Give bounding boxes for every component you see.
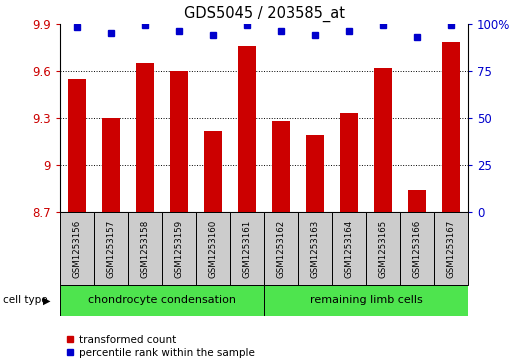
- Bar: [238, 46, 256, 212]
- Bar: [60, 285, 264, 316]
- Bar: [306, 135, 324, 212]
- Bar: [136, 63, 154, 212]
- Bar: [170, 71, 188, 212]
- Bar: [332, 212, 366, 285]
- Text: GSM1253160: GSM1253160: [209, 220, 218, 278]
- Text: GSM1253163: GSM1253163: [311, 220, 320, 278]
- Title: GDS5045 / 203585_at: GDS5045 / 203585_at: [184, 6, 345, 22]
- Text: GSM1253161: GSM1253161: [243, 220, 252, 278]
- Text: GSM1253159: GSM1253159: [175, 220, 184, 278]
- Text: GSM1253162: GSM1253162: [277, 220, 286, 278]
- Bar: [272, 121, 290, 212]
- Bar: [60, 212, 94, 285]
- Bar: [204, 131, 222, 212]
- Bar: [102, 118, 120, 212]
- Bar: [408, 190, 426, 212]
- Bar: [442, 42, 460, 212]
- Text: cell type: cell type: [3, 295, 47, 305]
- Text: ▶: ▶: [43, 295, 51, 305]
- Bar: [196, 212, 230, 285]
- Bar: [264, 212, 298, 285]
- Bar: [434, 212, 468, 285]
- Text: GSM1253156: GSM1253156: [73, 220, 82, 278]
- Bar: [374, 68, 392, 212]
- Bar: [162, 212, 196, 285]
- Bar: [230, 212, 264, 285]
- Text: chondrocyte condensation: chondrocyte condensation: [88, 295, 236, 305]
- Bar: [264, 285, 468, 316]
- Bar: [400, 212, 434, 285]
- Bar: [366, 212, 400, 285]
- Bar: [340, 113, 358, 212]
- Bar: [94, 212, 128, 285]
- Text: GSM1253157: GSM1253157: [107, 220, 116, 278]
- Bar: [298, 212, 332, 285]
- Bar: [128, 212, 162, 285]
- Text: GSM1253167: GSM1253167: [447, 220, 456, 278]
- Text: GSM1253164: GSM1253164: [345, 220, 354, 278]
- Text: GSM1253166: GSM1253166: [413, 220, 422, 278]
- Text: GSM1253165: GSM1253165: [379, 220, 388, 278]
- Legend: transformed count, percentile rank within the sample: transformed count, percentile rank withi…: [65, 335, 255, 358]
- Bar: [68, 79, 86, 212]
- Text: GSM1253158: GSM1253158: [141, 220, 150, 278]
- Text: remaining limb cells: remaining limb cells: [310, 295, 423, 305]
